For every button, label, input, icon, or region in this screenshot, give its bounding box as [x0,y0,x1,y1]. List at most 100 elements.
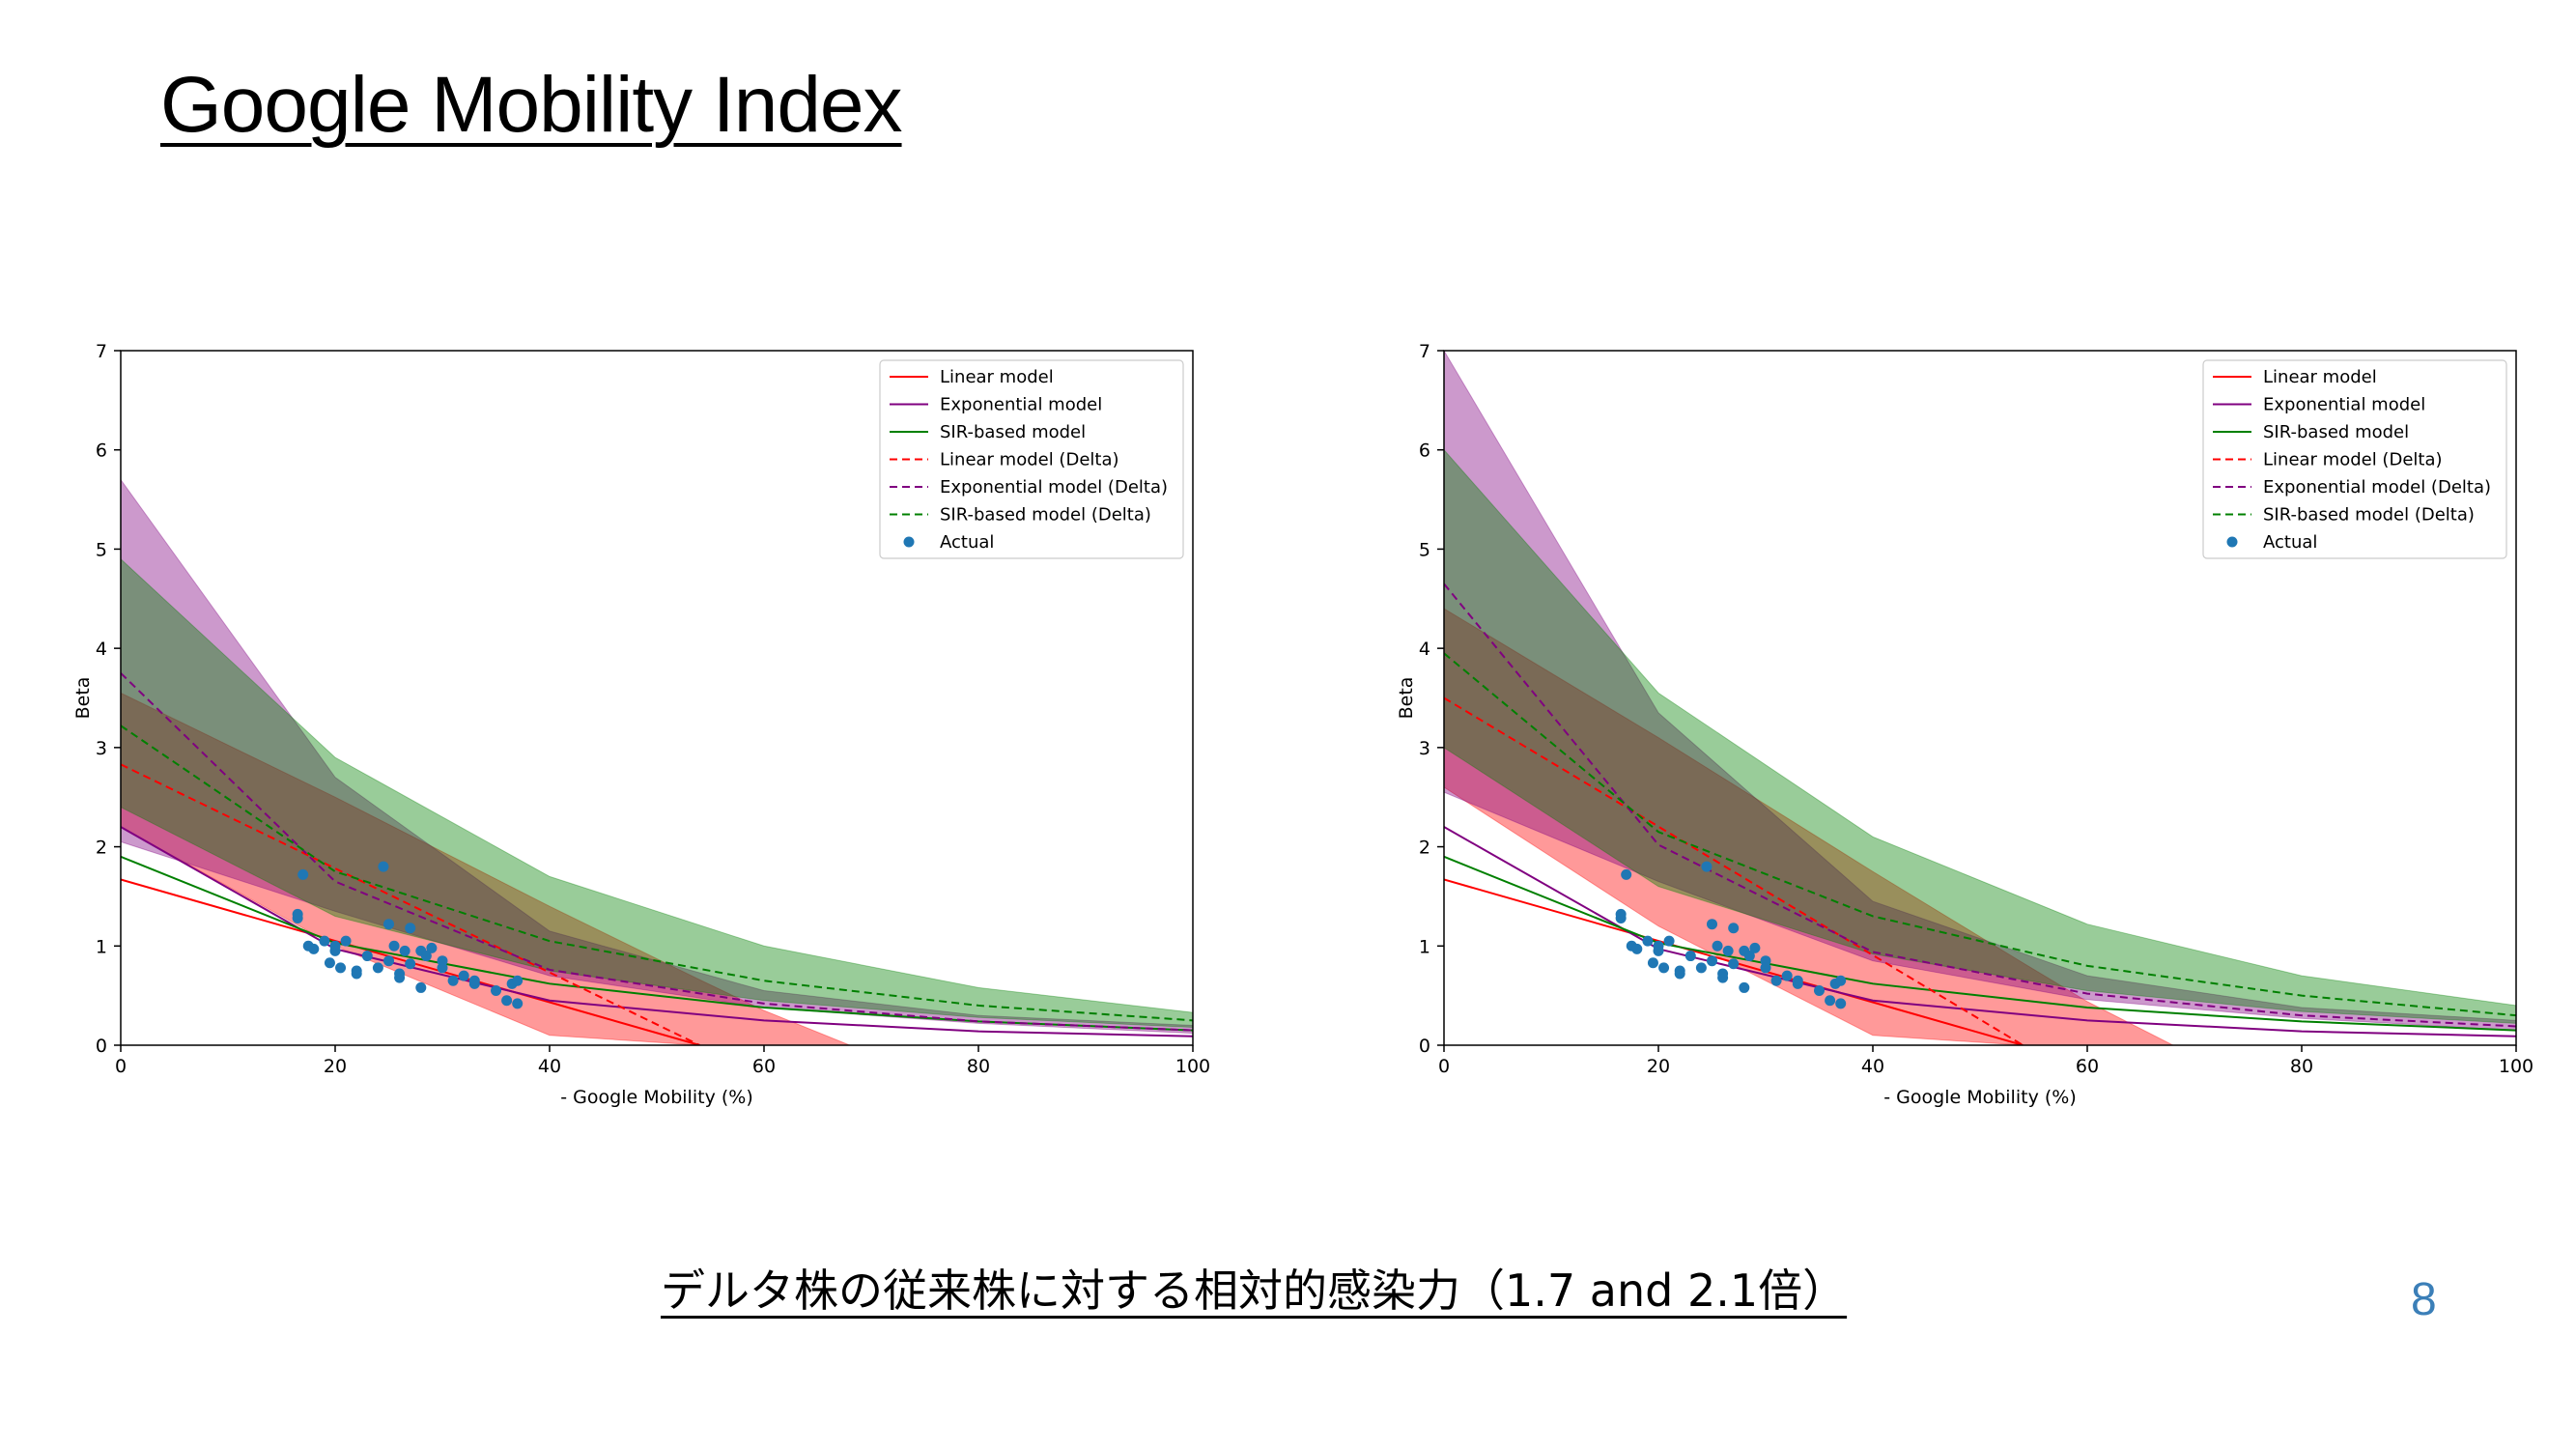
x-tick-label: 100 [2499,1056,2534,1077]
legend-entry: Actual [940,532,994,553]
series-line-3 [121,763,700,1045]
x-tick-label: 40 [1861,1056,1884,1077]
actual-point [1743,951,1755,962]
actual-point [1835,975,1847,986]
actual-point [491,985,501,997]
y-tick-label: 1 [96,936,107,957]
actual-point [1631,943,1643,954]
actual-point [501,995,513,1007]
legend-entry: SIR-based model [940,422,1086,442]
x-tick-label: 0 [1438,1056,1450,1077]
actual-point [1707,919,1717,930]
actual-point [1770,975,1782,986]
actual-point [1712,940,1723,952]
x-tick-label: 40 [538,1056,561,1077]
actual-point [1835,998,1847,1009]
actual-point [1707,955,1717,967]
y-tick-label: 6 [1419,440,1430,462]
chart-left: 0 20 40 60 80 100 0 1 2 3 4 5 6 7 - Google Mobility (%… [72,341,1210,1108]
legend: Linear model Exponential model SIR-based m… [2202,359,2507,559]
actual-point [340,935,352,947]
actual-point [1615,908,1627,920]
actual-point [394,972,406,983]
y-tick-label: 7 [96,341,107,362]
actual-point [1642,935,1654,947]
confidence-band-1 [1444,351,2516,1032]
actual-point [415,981,427,993]
legend: Linear model Exponential model SIR-based m… [879,359,1184,559]
actual-point [329,945,341,956]
legend-entry: Exponential model [940,395,1102,415]
legend-entry: SIR-based model (Delta) [2263,505,2475,526]
y-tick-label: 3 [1419,738,1430,759]
actual-point [1647,957,1658,969]
actual-point [1739,981,1750,993]
actual-point [420,951,432,962]
legend-entry: Exponential model [2263,395,2425,415]
y-tick-label: 4 [1419,639,1430,660]
confidence-band-2 [1444,448,2516,1024]
slide-title: Google Mobility Index [160,61,903,149]
x-axis-label: - Google Mobility (%) [1883,1087,2076,1108]
actual-point [458,970,469,981]
actual-point [1825,995,1836,1007]
confidence-band-0 [1444,608,2516,1045]
legend-entry: SIR-based model (Delta) [940,505,1151,526]
actual-point [1695,962,1707,974]
plot-frame [1443,350,2517,1046]
actual-point [1717,972,1729,983]
plot-frame [120,350,1194,1046]
x-axis-label: - Google Mobility (%) [560,1087,752,1108]
actual-point [361,951,373,962]
legend-entry: Exponential model (Delta) [940,477,1168,497]
y-tick-label: 2 [1419,838,1430,859]
series-line-4 [121,672,1193,1032]
actual-point [1722,945,1734,956]
page-number: 8 [2411,1274,2437,1325]
chart-right: 0 20 40 60 80 100 0 1 2 3 4 5 6 7 - Google Mobility (%… [1396,341,2534,1108]
y-tick-label: 0 [96,1036,107,1057]
actual-point [1749,942,1761,953]
actual-point [1760,962,1771,974]
legend-entry: Linear model [940,367,1054,387]
actual-point [1792,975,1803,986]
actual-point [468,975,480,986]
actual-point [1728,958,1740,970]
y-tick-label: 5 [96,539,107,560]
actual-point [426,942,438,953]
actual-point [1728,923,1740,934]
x-tick-label: 60 [2076,1056,2099,1077]
actual-point [1621,868,1632,880]
legend-entry: Linear model [2263,367,2377,387]
legend-entry: Linear model (Delta) [2263,450,2443,470]
x-tick-label: 0 [115,1056,127,1077]
y-tick-label: 5 [1419,539,1430,560]
actual-point [405,958,416,970]
legend-swatch [903,536,915,548]
actual-point [297,868,309,880]
actual-point [405,923,416,934]
actual-point [383,919,394,930]
x-tick-label: 20 [1647,1056,1670,1077]
actual-point [1814,985,1825,997]
actual-point [1658,962,1670,974]
legend-entry: Linear model (Delta) [940,450,1119,470]
actual-point [447,975,459,986]
confidence-band-2 [121,558,1193,1029]
y-axis-label: Beta [72,677,94,720]
legend-entry: Actual [2263,532,2317,553]
x-tick-label: 100 [1175,1056,1210,1077]
x-tick-label: 60 [752,1056,776,1077]
actual-point [437,962,448,974]
series-line-2 [1444,855,2516,1032]
actual-point [512,975,524,986]
actual-point [399,945,410,956]
y-tick-label: 2 [96,838,107,859]
actual-point [1663,935,1675,947]
y-tick-label: 0 [1419,1036,1430,1057]
x-tick-label: 80 [967,1056,990,1077]
actual-point [319,935,330,947]
actual-point [324,957,335,969]
y-tick-label: 7 [1419,341,1430,362]
slide-footer-caption: デルタ株の従来株に対する相対的感染力（1.7 and 2.1倍） [661,1264,1848,1317]
